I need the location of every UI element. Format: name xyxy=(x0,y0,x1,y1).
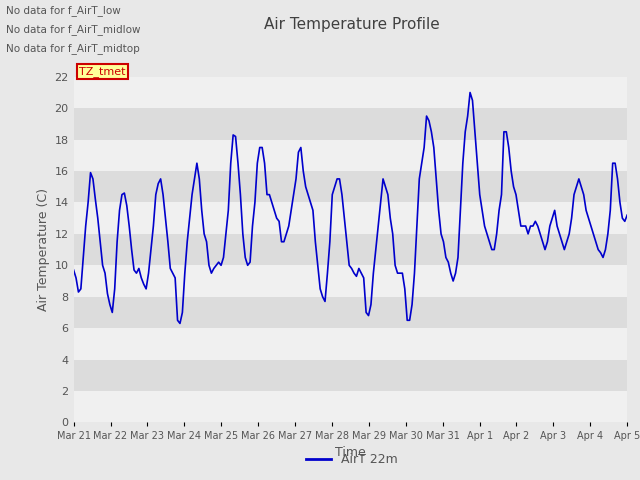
Bar xyxy=(74,297,627,328)
Text: No data for f_AirT_midtop: No data for f_AirT_midtop xyxy=(6,43,140,54)
Bar xyxy=(74,108,627,140)
Bar xyxy=(74,171,627,203)
Text: No data for f_AirT_midlow: No data for f_AirT_midlow xyxy=(6,24,141,35)
Bar xyxy=(74,234,627,265)
Bar xyxy=(74,140,627,171)
Bar xyxy=(74,203,627,234)
Legend: AirT 22m: AirT 22m xyxy=(301,448,403,471)
Text: TZ_tmet: TZ_tmet xyxy=(79,66,125,77)
Bar xyxy=(74,391,627,422)
X-axis label: Time: Time xyxy=(335,445,366,458)
Text: Air Temperature Profile: Air Temperature Profile xyxy=(264,17,440,32)
Bar xyxy=(74,328,627,360)
Bar xyxy=(74,77,627,108)
Bar xyxy=(74,360,627,391)
Bar xyxy=(74,265,627,297)
Y-axis label: Air Temperature (C): Air Temperature (C) xyxy=(37,188,51,311)
Text: No data for f_AirT_low: No data for f_AirT_low xyxy=(6,5,121,16)
